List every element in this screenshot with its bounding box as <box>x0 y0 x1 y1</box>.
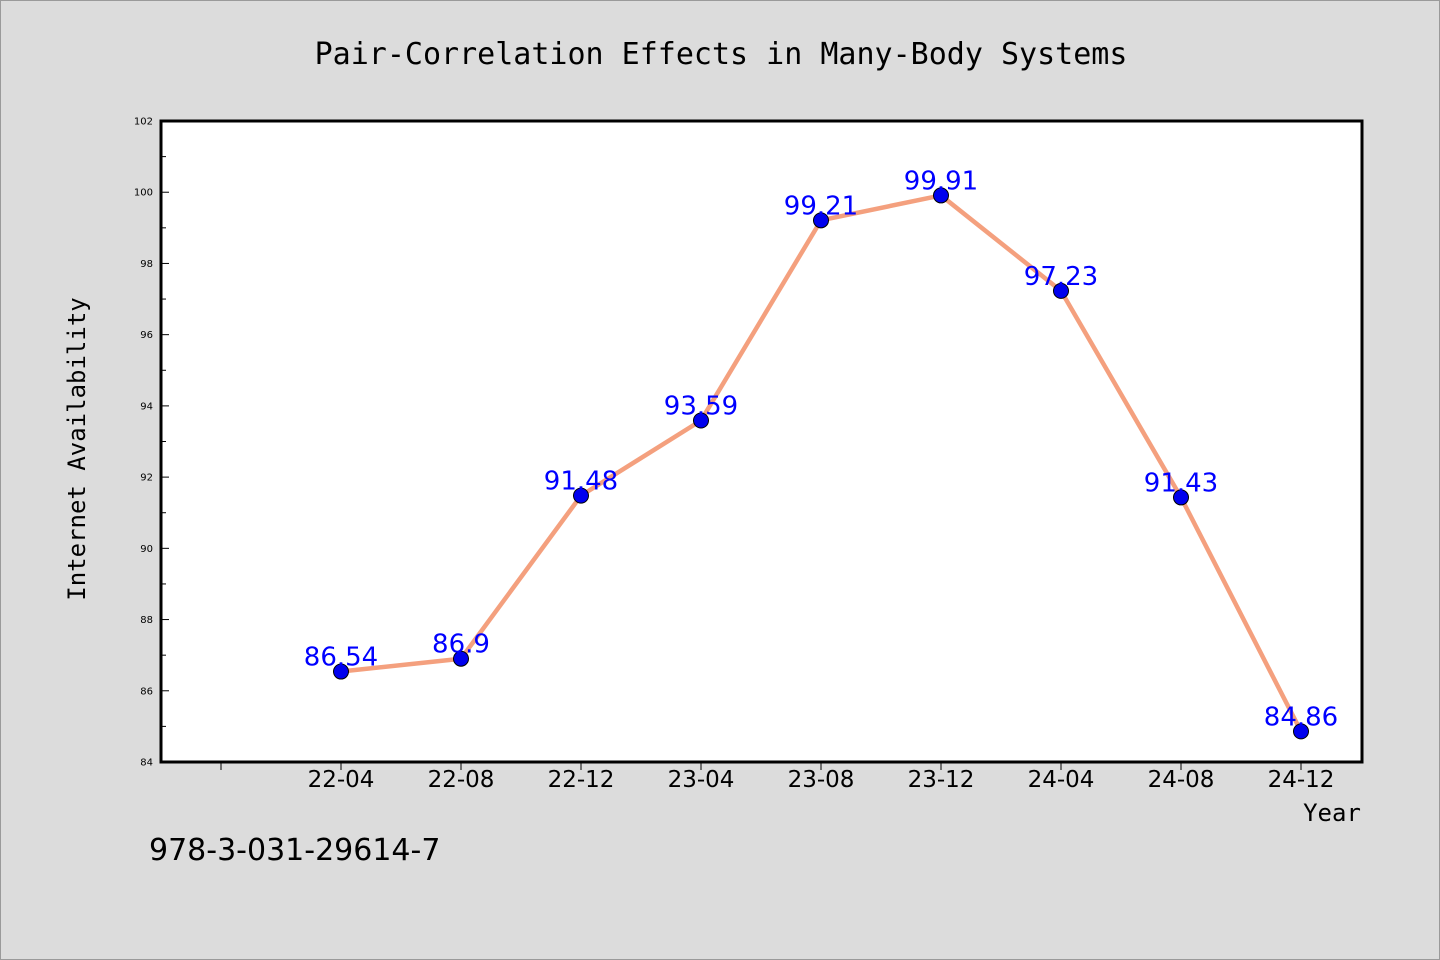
x-tick-label: 23-04 <box>668 767 735 793</box>
x-tick-label: 23-12 <box>908 767 975 793</box>
y-axis-label: Internet Availability <box>63 297 91 600</box>
data-label-group: 86.54 86.9 91.48 93.59 99.21 99.91 97.23 91.43 8… <box>304 166 1338 732</box>
data-label: 84.86 <box>1264 702 1338 732</box>
data-label: 99.91 <box>904 166 978 196</box>
y-tick-label: 86 <box>140 686 153 697</box>
x-tick-label: 23-08 <box>788 767 855 793</box>
data-point-marker <box>813 212 829 229</box>
y-axis: 84 86 88 90 92 94 96 98 100 102 <box>134 117 169 769</box>
data-point-marker <box>933 187 949 204</box>
isbn-text: 978-3-031-29614-7 <box>149 833 441 868</box>
x-axis-label: Year <box>1303 799 1361 827</box>
y-tick-label: 94 <box>140 401 153 412</box>
data-point-marker <box>333 663 349 680</box>
data-point-marker <box>693 412 709 429</box>
x-tick-label: 22-12 <box>548 767 615 793</box>
y-tick-label: 92 <box>140 473 153 484</box>
data-point-marker <box>453 650 469 667</box>
x-tick-label: 24-12 <box>1268 767 1335 793</box>
data-label: 86.9 <box>432 630 490 660</box>
y-tick-label: 88 <box>140 615 153 626</box>
data-point-marker <box>573 487 589 504</box>
y-tick-label: 90 <box>140 544 153 555</box>
x-tick-label: 24-04 <box>1028 767 1095 793</box>
data-label: 91.48 <box>544 467 618 497</box>
data-point-marker <box>1293 723 1309 740</box>
data-label: 91.43 <box>1144 468 1218 498</box>
marker-group <box>333 187 1309 740</box>
data-point-marker <box>1173 489 1189 506</box>
data-label: 93.59 <box>664 391 738 421</box>
x-axis: 22-04 22-08 22-12 23-04 23-08 23-12 24-04 24-08… <box>220 762 1335 793</box>
x-tick-label: 24-08 <box>1148 767 1215 793</box>
y-tick-label: 84 <box>140 758 153 769</box>
x-tick-label: 22-08 <box>428 767 495 793</box>
y-tick-label: 98 <box>140 259 153 270</box>
plot-area <box>159 119 1364 764</box>
y-tick-label: 96 <box>140 330 153 341</box>
data-label: 86.54 <box>304 643 378 673</box>
data-label: 99.21 <box>784 191 858 221</box>
data-point-marker <box>1053 282 1069 299</box>
data-label: 97.23 <box>1024 262 1098 292</box>
y-tick-label: 100 <box>134 188 153 199</box>
y-tick-label: 102 <box>134 117 153 128</box>
x-tick-label: 22-04 <box>308 767 375 793</box>
chart-title: Pair-Correlation Effects in Many-Body Sy… <box>315 37 1128 72</box>
